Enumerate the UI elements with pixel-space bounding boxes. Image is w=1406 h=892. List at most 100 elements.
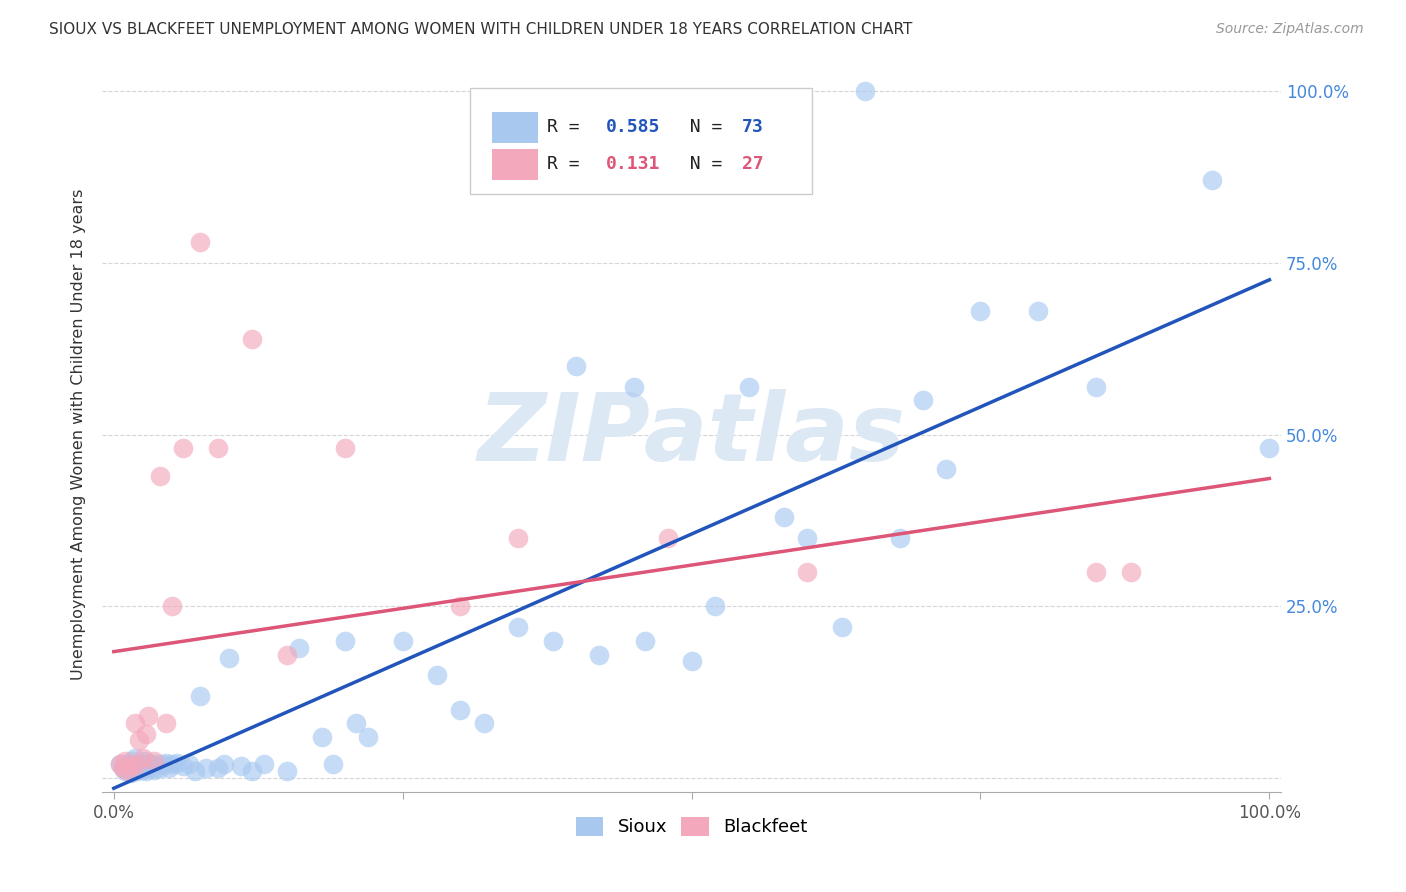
Sioux: [565, 359, 588, 373]
Sioux: [426, 668, 449, 682]
Blackfeet: [449, 599, 471, 614]
Sioux: [125, 764, 148, 779]
Text: 27: 27: [742, 155, 763, 173]
Blackfeet: [120, 759, 142, 773]
Sioux: [681, 655, 703, 669]
Sioux: [229, 759, 252, 773]
Legend: Sioux, Blackfeet: Sioux, Blackfeet: [569, 810, 814, 844]
Sioux: [207, 761, 229, 775]
Sioux: [276, 764, 298, 779]
Sioux: [911, 393, 934, 408]
Blackfeet: [114, 754, 136, 768]
Sioux: [150, 757, 173, 772]
Sioux: [287, 640, 309, 655]
Text: Source: ZipAtlas.com: Source: ZipAtlas.com: [1216, 22, 1364, 37]
Blackfeet: [155, 716, 177, 731]
Sioux: [322, 757, 344, 772]
Sioux: [853, 84, 876, 98]
Sioux: [357, 730, 380, 744]
Text: R =: R =: [547, 155, 591, 173]
Sioux: [117, 756, 139, 771]
Sioux: [134, 754, 156, 768]
Sioux: [311, 730, 333, 744]
Blackfeet: [149, 469, 172, 483]
Sioux: [160, 757, 183, 772]
Sioux: [177, 757, 200, 772]
Sioux: [190, 689, 212, 703]
Sioux: [120, 765, 142, 780]
Blackfeet: [135, 726, 157, 740]
Sioux: [773, 510, 796, 524]
FancyBboxPatch shape: [492, 149, 538, 180]
Text: N =: N =: [668, 118, 734, 136]
Sioux: [143, 763, 166, 777]
Text: 73: 73: [742, 118, 763, 136]
Sioux: [195, 761, 218, 775]
Sioux: [508, 620, 530, 634]
Sioux: [183, 764, 205, 779]
Sioux: [131, 763, 153, 777]
Blackfeet: [111, 761, 134, 775]
Sioux: [541, 633, 564, 648]
Sioux: [166, 756, 188, 771]
Y-axis label: Unemployment Among Women with Children Under 18 years: Unemployment Among Women with Children U…: [72, 189, 86, 681]
Text: 0.131: 0.131: [606, 155, 659, 173]
Sioux: [125, 757, 148, 772]
Sioux: [346, 716, 368, 731]
Sioux: [218, 651, 240, 665]
Blackfeet: [143, 754, 166, 768]
Sioux: [155, 756, 177, 771]
Sioux: [623, 379, 645, 393]
Sioux: [141, 761, 163, 775]
Blackfeet: [160, 599, 183, 614]
Blackfeet: [242, 332, 264, 346]
Sioux: [122, 763, 145, 777]
Sioux: [889, 531, 911, 545]
Sioux: [796, 531, 818, 545]
Blackfeet: [1085, 565, 1108, 579]
Sioux: [121, 754, 143, 768]
Blackfeet: [125, 757, 148, 772]
Blackfeet: [333, 442, 356, 456]
Sioux: [111, 761, 134, 775]
Sioux: [172, 759, 194, 773]
Blackfeet: [124, 716, 146, 731]
Blackfeet: [172, 442, 194, 456]
Sioux: [135, 764, 157, 779]
Sioux: [449, 702, 471, 716]
Sioux: [703, 599, 725, 614]
Sioux: [114, 764, 136, 779]
Sioux: [935, 462, 957, 476]
Blackfeet: [508, 531, 530, 545]
Sioux: [118, 759, 141, 773]
Sioux: [738, 379, 761, 393]
Sioux: [132, 761, 155, 775]
Blackfeet: [131, 750, 153, 764]
Sioux: [127, 761, 149, 775]
Sioux: [149, 761, 172, 775]
Blackfeet: [128, 733, 150, 747]
Sioux: [1026, 304, 1049, 318]
Sioux: [124, 750, 146, 764]
Sioux: [1085, 379, 1108, 393]
Sioux: [131, 757, 153, 772]
Blackfeet: [657, 531, 679, 545]
Sioux: [242, 764, 264, 779]
Text: N =: N =: [668, 155, 734, 173]
Sioux: [1258, 442, 1281, 456]
Text: SIOUX VS BLACKFEET UNEMPLOYMENT AMONG WOMEN WITH CHILDREN UNDER 18 YEARS CORRELA: SIOUX VS BLACKFEET UNEMPLOYMENT AMONG WO…: [49, 22, 912, 37]
Blackfeet: [190, 235, 212, 250]
Blackfeet: [276, 648, 298, 662]
Sioux: [212, 757, 235, 772]
Sioux: [145, 757, 167, 772]
Blackfeet: [207, 442, 229, 456]
Sioux: [124, 761, 146, 775]
Blackfeet: [117, 764, 139, 779]
Sioux: [472, 716, 495, 731]
Sioux: [253, 757, 276, 772]
Sioux: [157, 761, 180, 775]
FancyBboxPatch shape: [492, 112, 538, 144]
Sioux: [128, 759, 150, 773]
Sioux: [391, 633, 413, 648]
Blackfeet: [1119, 565, 1142, 579]
